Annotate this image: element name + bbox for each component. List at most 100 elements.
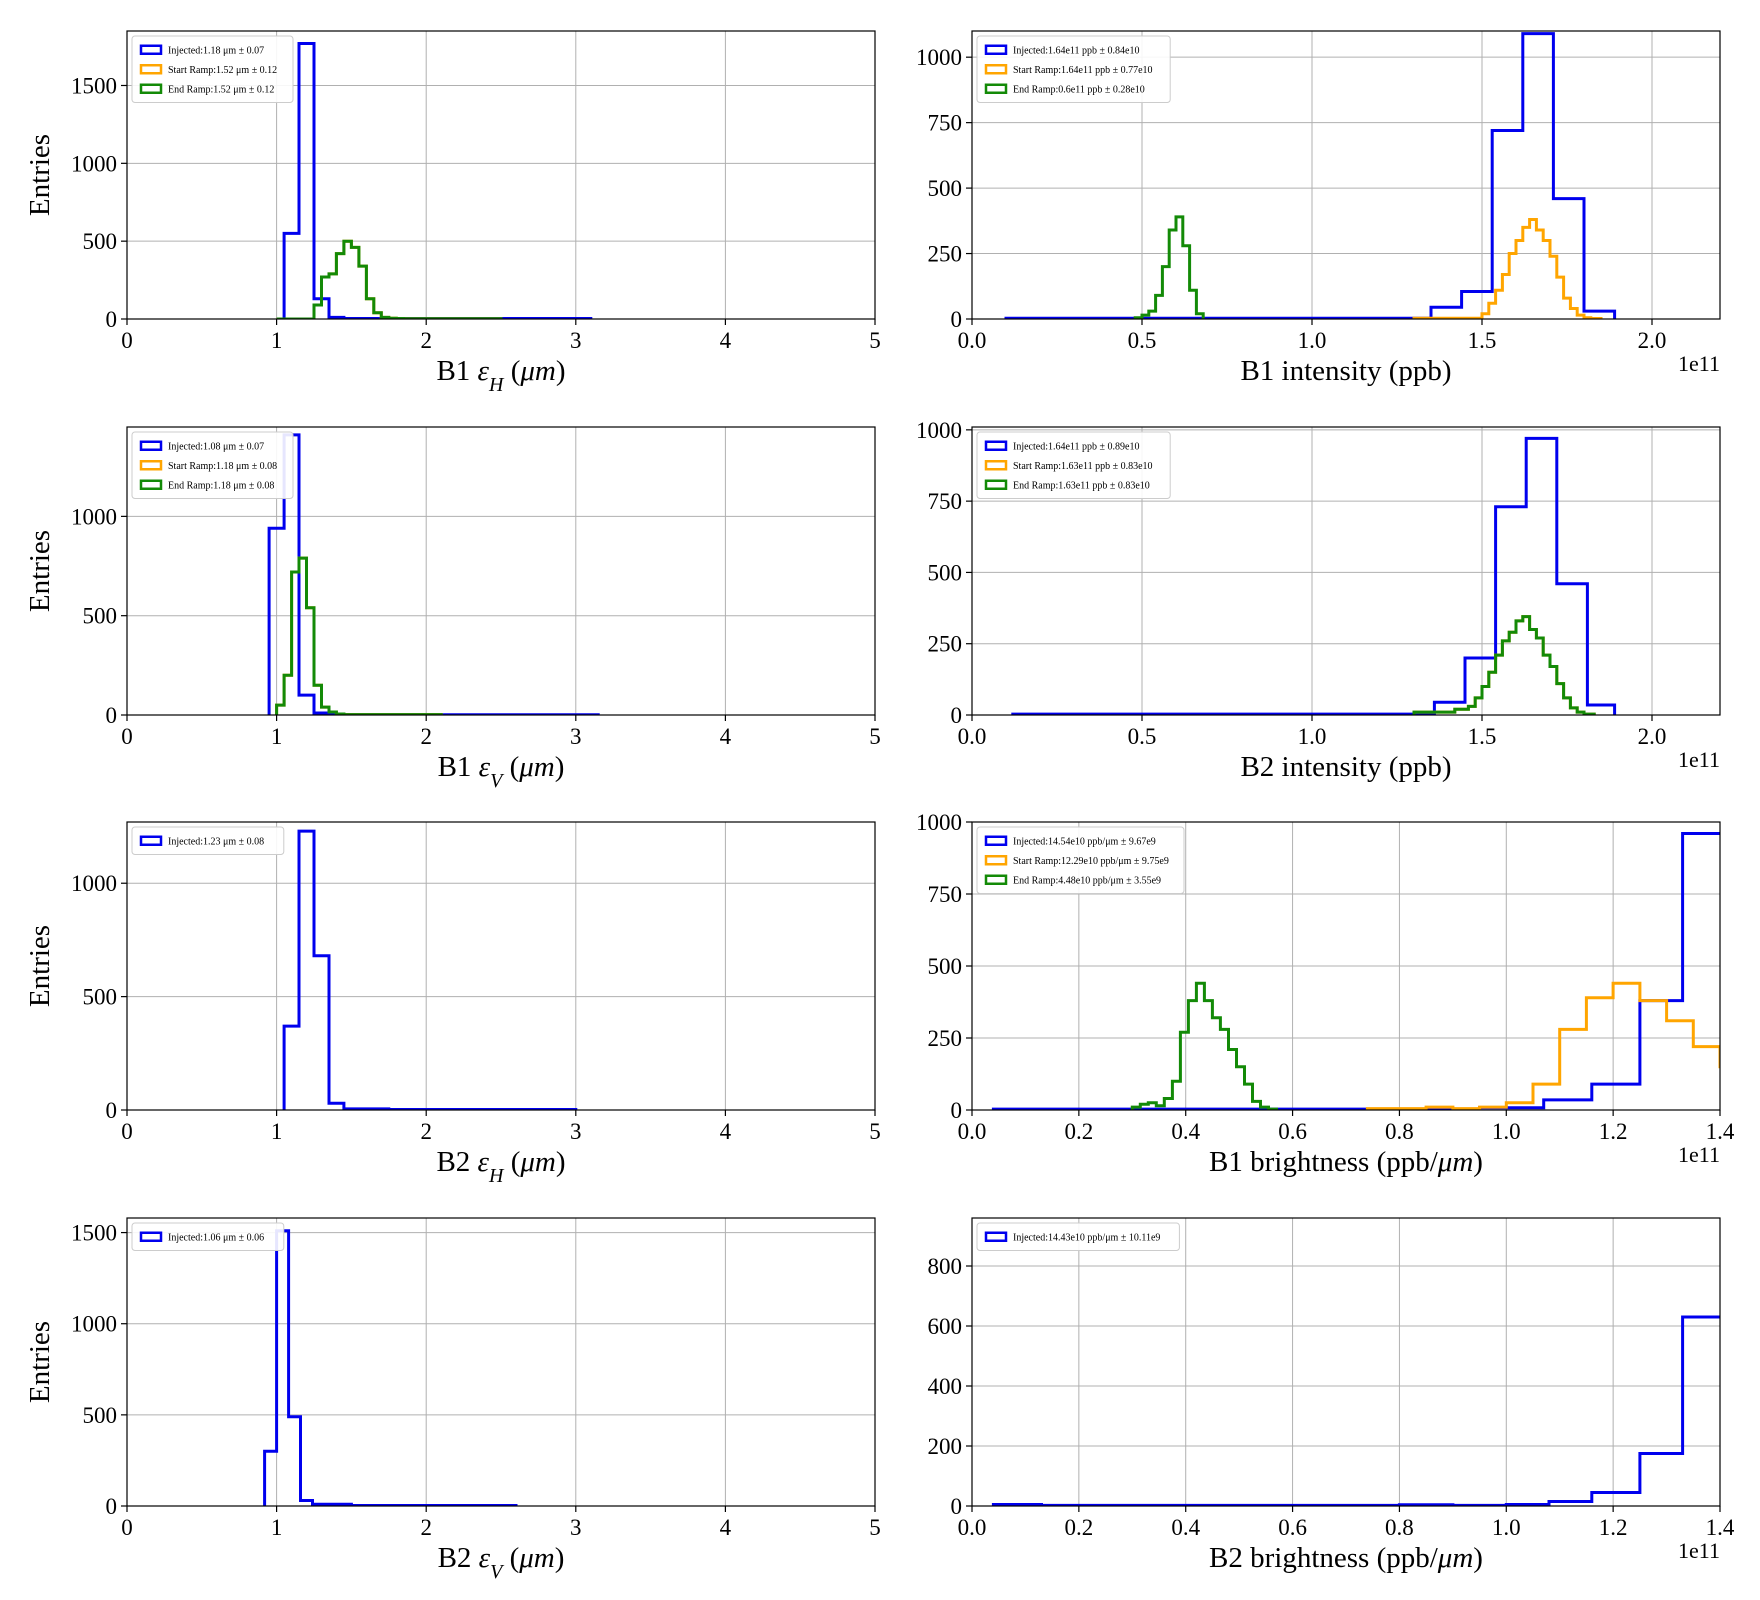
series-start-ramp-histogram [276, 239, 503, 319]
legend-swatch-start-ramp [139, 64, 163, 75]
legend-entry-end-ramp: End Ramp:0.6e11 ppb ± 0.28e10 [1013, 84, 1145, 95]
legend-entry-end-ramp: End Ramp:1.63e11 ppb ± 0.83e10 [1013, 480, 1150, 491]
x-tick-label: 3 [570, 724, 582, 749]
panel-b2-intensity: 0.0 0.5 1.0 1.5 2.0 0 250 500 750 1000 B2 intensit… [916, 418, 1721, 783]
legend: Injected:1.18 μm ± 0.07 Start Ramp:1.52 μ… [131, 35, 294, 103]
x-tick-label: 1.0 [1298, 724, 1327, 749]
x-tick-label: 3 [570, 1119, 582, 1144]
x-tick-label: 1 [271, 1515, 283, 1540]
x-axis-label: B1 intensity (ppb) [1240, 355, 1451, 387]
legend-swatch-start-ramp [984, 855, 1008, 866]
x-tick-label: 1.5 [1468, 328, 1497, 353]
legend-swatch-end-ramp [984, 83, 1008, 94]
x-tick-label: 0 [121, 328, 133, 353]
legend-entry-end-ramp: End Ramp:1.52 μm ± 0.12 [168, 84, 274, 95]
plot-frame [126, 1217, 876, 1507]
x-tick-label: 5 [869, 1515, 881, 1540]
panel-b1-intensity: 0.0 0.5 1.0 1.5 2.0 0 250 500 750 1000 B1 intensit… [916, 30, 1721, 387]
x-tick-label: 5 [869, 328, 881, 353]
panel-b2-ev: 0 1 2 3 4 5 0 500 1000 1500 B2 εV (μm) Entries Injec… [24, 1217, 881, 1583]
series-end-ramp-histogram [1412, 615, 1596, 715]
x-offset-label: 1e11 [1678, 1142, 1720, 1167]
legend: Injected:1.08 μm ± 0.07 Start Ramp:1.18 μ… [131, 431, 294, 499]
x-tick-label: 2 [420, 328, 432, 353]
y-tick-label: 750 [928, 111, 963, 136]
legend-swatch-injected [984, 835, 1008, 846]
panel-b2-brightness: 0.0 0.2 0.4 0.6 0.8 1.0 1.2 1.4 0 200 400 600 800 B2 … [928, 1217, 1735, 1574]
y-tick-label: 0 [951, 1494, 963, 1519]
x-tick-label: 0.5 [1128, 328, 1157, 353]
x-axis-label: B1 εV (μm) [438, 751, 565, 792]
plot-frame [126, 426, 876, 716]
x-tick-label: 0.0 [958, 724, 987, 749]
y-tick-label: 0 [951, 703, 963, 728]
x-tick-label: 2.0 [1638, 724, 1667, 749]
x-tick-label: 1.2 [1599, 1515, 1628, 1540]
y-tick-label: 500 [928, 954, 963, 979]
x-tick-label: 0.4 [1171, 1119, 1200, 1144]
legend-swatch-injected [984, 1231, 1008, 1242]
x-tick-label: 2 [420, 1119, 432, 1144]
legend: Injected:14.43e10 ppb/μm ± 10.11e9 [976, 1222, 1180, 1251]
legend-entry-injected: Injected:1.18 μm ± 0.07 [168, 45, 264, 56]
x-tick-label: 2.0 [1638, 328, 1667, 353]
x-tick-label: 0.6 [1278, 1119, 1307, 1144]
legend-frame [131, 35, 294, 103]
x-tick-label: 1.5 [1468, 724, 1497, 749]
x-tick-label: 0.0 [958, 328, 987, 353]
x-tick-label: 0.0 [958, 1119, 987, 1144]
series-start-ramp-histogram [275, 556, 443, 715]
legend: Injected:1.06 μm ± 0.06 [131, 1222, 285, 1251]
y-tick-label: 500 [928, 176, 963, 201]
series-injected-histogram [1004, 32, 1617, 319]
x-tick-label: 1 [271, 1119, 283, 1144]
legend: Injected:1.23 μm ± 0.08 [131, 826, 285, 855]
legend-entry-injected: Injected:1.64e11 ppb ± 0.84e10 [1013, 45, 1139, 56]
plot-frame [126, 30, 876, 320]
x-tick-label: 3 [570, 328, 582, 353]
y-axis-label: Entries [24, 134, 56, 216]
legend-swatch-start-ramp [984, 460, 1008, 471]
series-injected-histogram [282, 829, 578, 1110]
legend-entry-start-ramp: Start Ramp:12.29e10 ppb/μm ± 9.75e9 [1013, 856, 1169, 867]
legend-swatch-injected [984, 44, 1008, 55]
series-start-ramp-histogram [1412, 218, 1603, 319]
legend-frame [131, 1222, 285, 1251]
legend-entry-injected: Injected:1.64e11 ppb ± 0.89e10 [1013, 441, 1139, 452]
y-tick-label: 1000 [71, 1312, 117, 1337]
legend-swatch-end-ramp [139, 83, 163, 94]
x-tick-label: 1.4 [1706, 1515, 1735, 1540]
y-axis-label: Entries [24, 1321, 56, 1403]
legend-entry-start-ramp: Start Ramp:1.64e11 ppb ± 0.77e10 [1013, 65, 1153, 76]
y-tick-label: 500 [83, 229, 118, 254]
x-tick-label: 1.2 [1599, 1119, 1628, 1144]
y-tick-label: 1000 [916, 418, 962, 443]
x-tick-label: 0.2 [1064, 1515, 1093, 1540]
series-injected-histogram [263, 1229, 518, 1506]
legend-swatch-end-ramp [984, 479, 1008, 490]
panel-b1-eh: 0 1 2 3 4 5 0 500 1000 1500 B1 εH (μm) Entries Injec… [24, 30, 881, 396]
legend-frame [131, 826, 285, 855]
x-tick-label: 0.2 [1064, 1119, 1093, 1144]
panel-b2-eh: 0 1 2 3 4 5 0 500 1000 B2 εH (μm) Entries Injected:… [24, 821, 881, 1187]
x-offset-label: 1e11 [1678, 1538, 1720, 1563]
series-start-ramp-histogram [1412, 615, 1596, 715]
legend-frame [976, 431, 1171, 499]
series-injected-histogram [267, 433, 600, 715]
x-tick-label: 5 [869, 724, 881, 749]
legend-swatch-injected [139, 440, 163, 451]
x-tick-label: 2 [420, 1515, 432, 1540]
y-tick-label: 200 [928, 1434, 963, 1459]
y-tick-label: 250 [928, 632, 963, 657]
x-tick-label: 4 [720, 328, 732, 353]
x-tick-label: 0.8 [1385, 1515, 1414, 1540]
x-tick-label: 0.5 [1128, 724, 1157, 749]
x-tick-label: 1 [271, 328, 283, 353]
legend-entry-end-ramp: End Ramp:4.48e10 ppb/μm ± 3.55e9 [1013, 875, 1161, 886]
x-tick-label: 1.0 [1298, 328, 1327, 353]
legend-swatch-start-ramp [984, 64, 1008, 75]
x-offset-label: 1e11 [1678, 351, 1720, 376]
y-tick-label: 500 [83, 1403, 118, 1428]
plot-frame [971, 1217, 1721, 1507]
x-tick-label: 1.0 [1492, 1119, 1521, 1144]
